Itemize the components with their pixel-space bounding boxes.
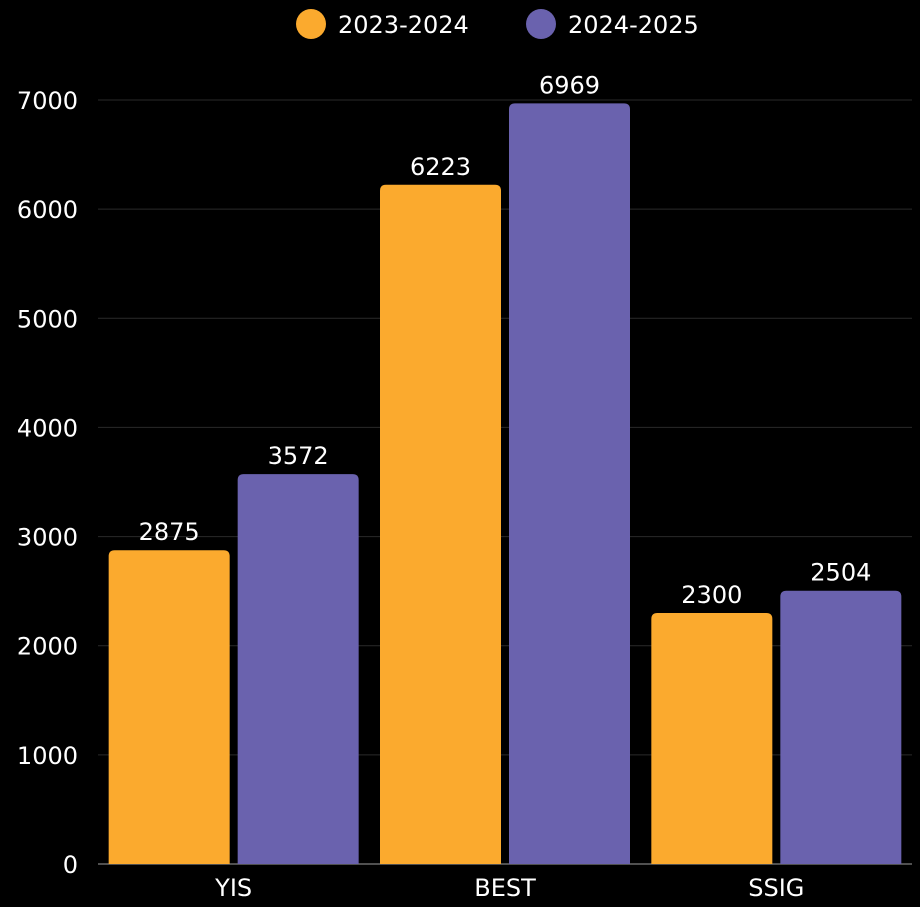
- legend-marker: [526, 9, 556, 39]
- y-axis-ticks: 0 1000 2000 3000 4000 5000 6000 7000: [17, 87, 78, 879]
- legend-marker: [296, 9, 326, 39]
- legend-label: 2023-2024: [338, 11, 469, 39]
- grid-lines: [98, 99, 912, 865]
- bar-yis-2024-2025: [237, 474, 359, 864]
- bar-best-2024-2025: [509, 103, 630, 865]
- y-tick-label: 2000: [17, 633, 78, 661]
- data-label: 2875: [139, 518, 200, 546]
- bar-yis-2023-2024: [108, 550, 230, 864]
- data-label: 2300: [681, 581, 742, 609]
- y-tick-label: 0: [63, 851, 78, 879]
- y-tick-label: 1000: [17, 742, 78, 770]
- data-labels: 2875 3572 6223 6969 2300 2504: [139, 71, 872, 609]
- bar-best-2023-2024: [380, 184, 501, 864]
- legend-label: 2024-2025: [568, 11, 699, 39]
- x-tick-label: SSIG: [748, 874, 804, 902]
- x-tick-label: BEST: [474, 874, 536, 902]
- data-label: 2504: [810, 559, 871, 587]
- legend: 2023-2024 2024-2025: [296, 9, 699, 39]
- y-tick-label: 7000: [17, 87, 78, 115]
- data-label: 6969: [539, 71, 600, 99]
- bars: [108, 103, 902, 865]
- y-tick-label: 3000: [17, 524, 78, 552]
- y-tick-label: 4000: [17, 414, 78, 442]
- data-label: 3572: [268, 442, 329, 470]
- y-tick-label: 5000: [17, 305, 78, 333]
- x-tick-label: YIS: [214, 874, 252, 902]
- x-axis-ticks: YIS BEST SSIG: [214, 874, 804, 902]
- bar-ssig-2024-2025: [780, 590, 902, 864]
- bar-ssig-2023-2024: [651, 612, 773, 864]
- data-label: 6223: [410, 153, 471, 181]
- y-tick-label: 6000: [17, 196, 78, 224]
